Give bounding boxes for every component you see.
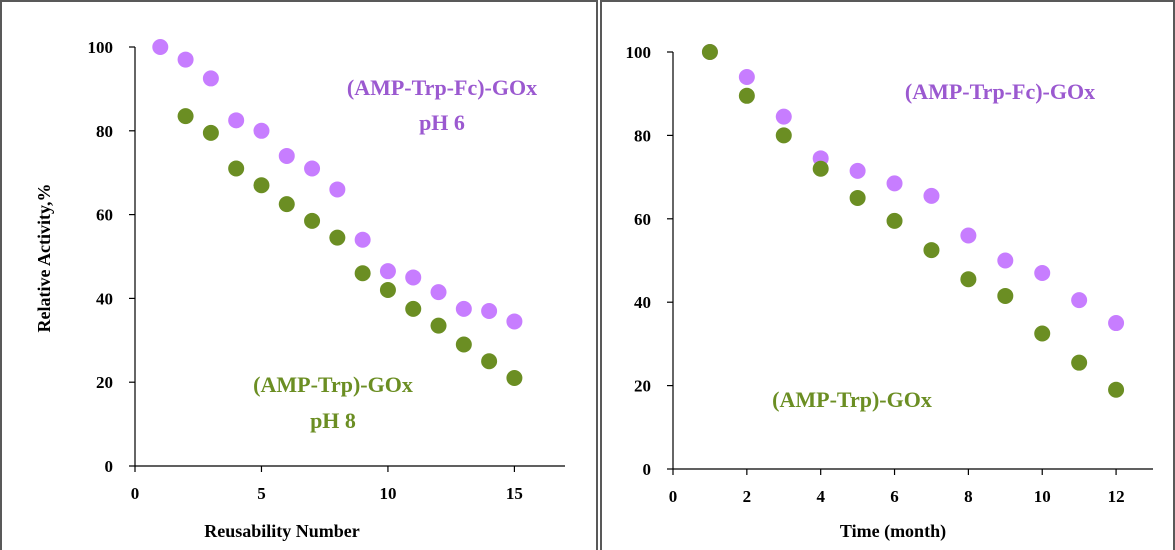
data-point-trp-gox [379,282,396,299]
y-tick-label: 60 [634,210,651,229]
data-point-fc-gox [430,284,447,301]
data-point-fc-gox [177,51,194,68]
data-point-fc-gox [1034,265,1051,282]
data-point-fc-gox [379,263,396,280]
data-point-fc-gox [304,160,321,177]
data-point-fc-gox [775,108,792,125]
annotation-ph6-label: pH 6 [419,110,465,135]
data-point-fc-gox [960,227,977,244]
data-point-trp-gox [997,287,1014,304]
y-tick-label: 0 [105,457,114,476]
data-point-fc-gox [455,300,472,317]
annotation-trp-gox-label: (AMP-Trp)-GOx [772,387,932,412]
x-tick-label: 15 [506,484,523,503]
x-tick-label: 0 [669,487,678,506]
data-point-trp-gox [405,300,422,317]
data-point-fc-gox [354,231,371,248]
data-point-fc-gox [329,181,346,198]
data-point-fc-gox [152,39,169,55]
data-point-fc-gox [886,175,903,192]
y-tick-label: 0 [643,460,652,479]
time-chart: Time (month) (AMP-Trp-Fc)-GOx (AMP-Trp)-… [626,43,1153,542]
annotation-trp-gox-label: (AMP-Trp)-GOx [253,372,413,397]
data-point-fc-gox [997,252,1014,269]
x-tick-label: 6 [890,487,899,506]
y-tick-label: 60 [96,206,113,225]
y-tick-label: 100 [88,38,114,57]
left-panel-frame [0,0,598,550]
annotation-ph8-label: pH 8 [310,408,356,433]
y-axis-title: Relative Activity,% [34,184,54,333]
data-point-fc-gox [738,69,755,86]
x-axis-title: Time (month) [840,521,946,542]
data-point-trp-gox [1034,325,1051,342]
data-point-trp-gox [354,265,371,282]
x-tick-label: 8 [964,487,973,506]
data-point-trp-gox [430,317,447,334]
reusability-chart: Reusability Number Relative Activity,% (… [34,38,565,541]
data-point-trp-gox [455,336,472,353]
y-tick-label: 20 [96,373,113,392]
data-point-fc-gox [202,70,219,87]
data-point-trp-gox [329,229,346,246]
x-tick-label: 0 [131,484,140,503]
data-point-trp-gox [506,370,523,387]
data-point-trp-gox [812,160,829,177]
data-point-trp-gox [253,177,270,194]
data-point-trp-gox [177,108,194,125]
data-point-fc-gox [506,313,523,330]
y-tick-label: 40 [96,289,113,308]
x-tick-label: 10 [379,484,396,503]
y-tick-label: 40 [634,293,651,312]
data-point-fc-gox [1108,315,1125,332]
data-point-fc-gox [849,162,866,179]
data-point-trp-gox [228,160,245,177]
data-point-trp-gox [1108,381,1125,398]
data-point-fc-gox [1071,292,1088,309]
data-point-fc-gox [278,147,295,164]
y-tick-label: 20 [634,377,651,396]
data-point-fc-gox [405,269,422,286]
data-point-trp-gox [775,127,792,144]
data-point-trp-gox [202,124,219,141]
data-point-trp-gox [923,242,940,259]
data-point-fc-gox [923,187,940,204]
data-point-trp-gox [1071,354,1088,371]
data-point-trp-gox [701,44,718,60]
data-point-trp-gox [886,212,903,229]
x-tick-label: 5 [257,484,266,503]
annotation-fc-gox-label: (AMP-Trp-Fc)-GOx [347,75,537,100]
data-point-trp-gox [849,189,866,206]
y-tick-label: 80 [96,122,113,141]
data-point-trp-gox [304,212,321,229]
y-tick-label: 100 [626,43,652,62]
data-point-trp-gox [481,353,498,370]
x-tick-label: 12 [1108,487,1125,506]
data-point-fc-gox [481,302,498,319]
x-tick-label: 4 [816,487,825,506]
data-point-fc-gox [228,112,245,129]
x-tick-label: 2 [743,487,752,506]
annotation-fc-gox-label: (AMP-Trp-Fc)-GOx [905,79,1095,104]
x-tick-label: 10 [1034,487,1051,506]
data-point-trp-gox [738,87,755,104]
x-axis-title: Reusability Number [204,521,360,541]
data-point-fc-gox [253,122,270,139]
right-panel-frame [600,0,1175,550]
y-tick-label: 80 [634,126,651,145]
data-point-trp-gox [278,196,295,213]
data-point-trp-gox [960,271,977,288]
